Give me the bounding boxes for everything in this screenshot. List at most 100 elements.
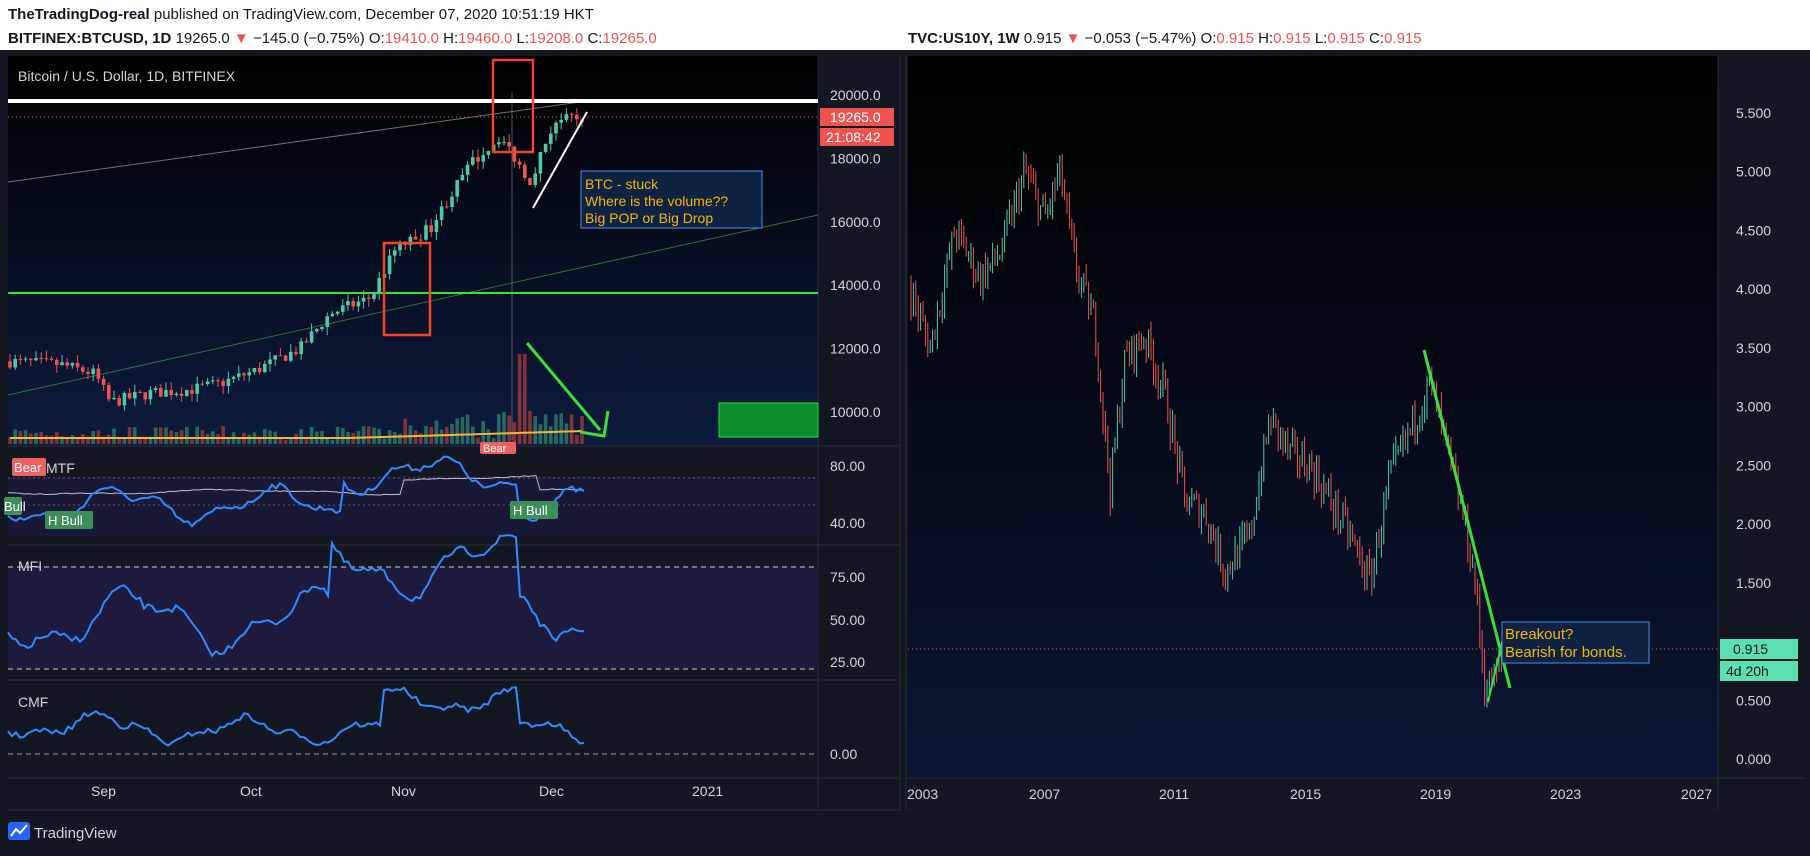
btc-volume-bar xyxy=(195,426,199,444)
btc-volume-bar xyxy=(107,434,111,444)
us10y-countdown-label: 4d 20h xyxy=(1726,663,1769,679)
us10y-price-axis[interactable]: 5.500 5.000 4.500 4.000 3.500 3.000 2.500 2.000… xyxy=(1736,105,1771,767)
btc-volume-bar xyxy=(283,439,288,444)
us10y-time-axis[interactable]: 2003 2007 2011 2015 2019 2023 2027 xyxy=(907,786,1712,802)
wedge-line[interactable] xyxy=(532,111,588,209)
btc-candle xyxy=(200,383,205,385)
btc-candle xyxy=(439,206,444,221)
btc-candle xyxy=(18,358,23,360)
btc-volume-bar xyxy=(237,437,241,444)
btc-volume-bar xyxy=(330,439,335,444)
btc-candle xyxy=(304,341,309,343)
mtf-line xyxy=(7,455,585,528)
btc-candle xyxy=(429,225,433,233)
btc-annotation-box[interactable] xyxy=(580,170,763,229)
author-name[interactable]: TheTradingDog-real xyxy=(8,6,150,23)
btc-candle xyxy=(91,368,95,375)
downtrend-line[interactable] xyxy=(1422,349,1512,689)
btc-candle xyxy=(554,122,558,134)
bear-badge-label: Bear xyxy=(14,460,42,475)
btc-chart-title: Bitcoin / U.S. Dollar, 1D, BITFINEX xyxy=(18,68,236,84)
btc-candle xyxy=(559,119,563,123)
ohlc-key: C: xyxy=(1364,30,1385,47)
mtf-pane[interactable]: MTF Bear Bear H Bull H Bull Bull xyxy=(4,442,818,536)
ohlc-key: L: xyxy=(512,30,530,47)
btc-volume-bar xyxy=(393,432,397,444)
bear-badge xyxy=(480,442,516,454)
us10y-price-tick: 1.500 xyxy=(1736,575,1771,591)
upper-trendline[interactable] xyxy=(7,101,581,183)
btc-candle xyxy=(221,381,225,386)
ohlc-key: H: xyxy=(438,30,459,47)
btc-volume-bar xyxy=(538,424,543,444)
mfi-band xyxy=(8,567,818,669)
btc-volume-bar xyxy=(439,429,444,444)
tradingview-logo[interactable]: TradingView xyxy=(8,822,117,842)
bull-badge xyxy=(4,497,22,515)
btc-candle xyxy=(434,220,439,233)
mtf-tick: 40.00 xyxy=(830,515,865,531)
btc-candle xyxy=(351,301,355,307)
btc-candle xyxy=(159,387,163,397)
us10y-note-line-2: Bearish for bonds. xyxy=(1505,644,1627,661)
btc-volume-bar xyxy=(138,436,142,444)
mfi-pane[interactable]: MFI xyxy=(7,534,818,670)
breakout-box[interactable] xyxy=(382,241,432,337)
volume-down-arrow[interactable] xyxy=(525,342,602,431)
btc-time-tick: 2021 xyxy=(692,783,723,799)
right-symbol-info: TVC:US10Y, 1W 0.915 ▼ −0.053 (−5.47%) O:… xyxy=(908,30,1422,47)
btc-candle xyxy=(486,150,491,156)
btc-volume-bar xyxy=(164,427,168,444)
btc-candle xyxy=(315,328,319,332)
chart-canvas[interactable]: Bitcoin / U.S. Dollar, 1D, BITFINEX BTC … xyxy=(0,50,1810,856)
us10y-time-tick: 2015 xyxy=(1290,786,1321,802)
btc-price-axis[interactable]: 20000.0 18000.0 16000.0 14000.0 12000.0 10000… xyxy=(830,87,881,420)
us10y-price-tick: 5.000 xyxy=(1736,164,1771,180)
btc-candle xyxy=(107,385,111,400)
btc-candle xyxy=(538,151,543,174)
us10y-pane[interactable]: Breakout? Bearish for bonds. xyxy=(908,56,1805,810)
btc-time-tick: Oct xyxy=(240,783,262,799)
top-box[interactable] xyxy=(491,58,535,154)
btc-candle xyxy=(356,301,361,307)
ohlc-value: 19208.0 xyxy=(529,30,584,47)
us10y-price-tick: 4.500 xyxy=(1736,222,1771,238)
btc-volume-bar xyxy=(278,438,283,444)
btc-time-axis[interactable]: Sep Oct Nov Dec 2021 xyxy=(91,783,723,799)
btc-candle xyxy=(101,378,106,386)
btc-candle xyxy=(211,380,215,382)
btc-volume-bar xyxy=(127,427,132,444)
arrow-head-icon xyxy=(579,410,610,438)
btc-candle xyxy=(263,364,267,373)
publish-line: TheTradingDog-real published on TradingV… xyxy=(8,6,594,23)
bull-badge-label: Bull xyxy=(4,499,26,514)
us10y-last-price-tag xyxy=(1720,639,1798,659)
btc-candle xyxy=(190,390,194,394)
btc-main-pane[interactable]: Bitcoin / U.S. Dollar, 1D, BITFINEX BTC … xyxy=(7,56,900,810)
us10y-annotation-box[interactable] xyxy=(1501,621,1650,664)
mtf-band xyxy=(8,476,818,536)
cmf-pane[interactable]: CMF xyxy=(7,686,818,755)
ohlc-value: 0.915 xyxy=(1327,30,1365,47)
btc-candle xyxy=(138,391,142,393)
green-zone[interactable] xyxy=(718,402,819,438)
btc-candle xyxy=(55,359,59,366)
bear-badge-label: Bear xyxy=(483,443,507,455)
mfi-tick: 75.00 xyxy=(830,569,865,585)
bear-badge xyxy=(12,458,46,476)
us10y-price-tick: 2.500 xyxy=(1736,457,1771,473)
lower-trendline[interactable] xyxy=(7,214,819,396)
btc-candle xyxy=(127,393,132,399)
btc-volume-bar xyxy=(159,427,163,444)
btc-candle xyxy=(185,390,189,396)
btc-countdown-tag xyxy=(820,128,894,146)
btc-candle xyxy=(75,362,80,368)
logo-chart-icon xyxy=(10,824,28,837)
btc-candle xyxy=(231,376,236,379)
btc-time-tick: Dec xyxy=(539,783,564,799)
left-symbol[interactable]: BITFINEX:BTCUSD, 1D xyxy=(8,30,172,47)
ohlc-key: O: xyxy=(368,30,385,47)
ohlc-value: 0.915 xyxy=(1273,30,1311,47)
right-symbol[interactable]: TVC:US10Y, 1W xyxy=(908,30,1020,47)
btc-volume-bar xyxy=(70,435,75,444)
